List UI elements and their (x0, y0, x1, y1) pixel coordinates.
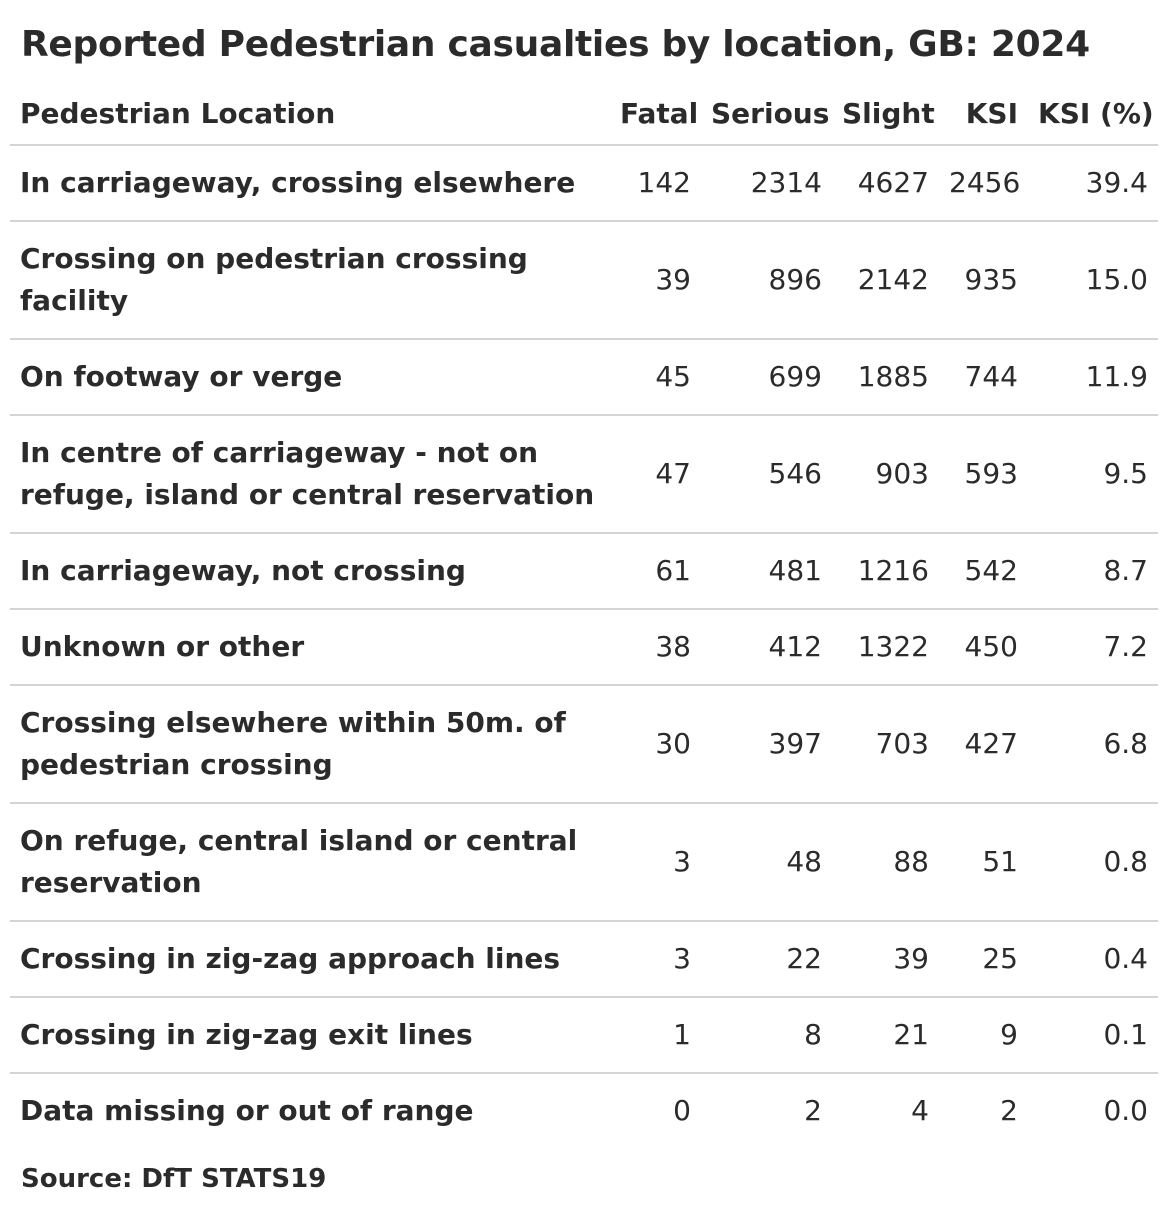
table-row: Data missing or out of range 0 2 4 2 0.0 (10, 1073, 1158, 1148)
cell-ksi-pct: 0.0 (1103, 1094, 1148, 1127)
column-header-ksi-pct: KSI (%) (1028, 82, 1158, 146)
cell-location: In centre of carriageway - not on refuge… (10, 415, 610, 534)
cell-ksi: 542 (939, 533, 1028, 610)
cell-ksi-pct: 0.8 (1028, 803, 1158, 922)
cell-ksi: 450 (939, 609, 1028, 686)
cell-serious: 48 (701, 803, 832, 922)
table-row: Crossing elsewhere within 50m. of pedest… (10, 685, 1158, 804)
cell-ksi-pct: 8.7 (1028, 533, 1158, 610)
cell-serious: 896 (701, 221, 832, 340)
cell-ksi-pct: 11.9 (1028, 339, 1158, 416)
cell-slight: 88 (832, 803, 939, 922)
cell-location: Crossing on pedestrian crossing facility (10, 221, 610, 340)
cell-slight: 1322 (832, 609, 939, 686)
column-header-fatal: Fatal (610, 82, 701, 146)
cell-ksi: 935 (939, 221, 1028, 340)
table-row: In carriageway, crossing elsewhere 142 2… (10, 145, 1158, 222)
cell-location: In carriageway, not crossing (10, 533, 610, 610)
cell-slight: 39 (832, 921, 939, 998)
cell-fatal: 38 (610, 609, 701, 686)
cell-slight: 21 (832, 997, 939, 1074)
source-note: Source: DfT STATS19 (21, 1164, 327, 1194)
cell-ksi: 9 (939, 997, 1028, 1074)
cell-serious: 699 (701, 339, 832, 416)
cell-fatal: 45 (610, 339, 701, 416)
cell-slight: 4 (911, 1094, 929, 1127)
cell-location: In carriageway, crossing elsewhere (10, 145, 610, 222)
cell-serious: 397 (701, 685, 832, 804)
cell-ksi-pct: 7.2 (1028, 609, 1158, 686)
cell-serious: 412 (701, 609, 832, 686)
cell-ksi: 25 (939, 921, 1028, 998)
cell-location: Crossing in zig-zag approach lines (10, 921, 610, 998)
header-row: Pedestrian Location Fatal Serious Slight… (10, 82, 1158, 146)
cell-slight: 2142 (832, 221, 939, 340)
cell-ksi-pct: 9.5 (1028, 415, 1158, 534)
cell-fatal: 30 (610, 685, 701, 804)
cell-fatal: 1 (610, 997, 701, 1074)
table-row: Crossing in zig-zag approach lines 3 22 … (10, 921, 1158, 998)
cell-ksi-pct: 0.4 (1028, 921, 1158, 998)
cell-ksi-pct: 39.4 (1028, 145, 1158, 222)
cell-location: Crossing in zig-zag exit lines (10, 997, 610, 1074)
column-header-serious: Serious (701, 82, 832, 146)
table-row: On refuge, central island or central res… (10, 803, 1158, 922)
cell-ksi-pct: 0.1 (1028, 997, 1158, 1074)
cell-serious: 546 (701, 415, 832, 534)
cell-serious: 2314 (701, 145, 832, 222)
cell-location: Unknown or other (10, 609, 610, 686)
cell-slight: 1885 (832, 339, 939, 416)
cell-serious: 481 (701, 533, 832, 610)
cell-serious: 2 (804, 1094, 822, 1127)
cell-fatal: 0 (673, 1094, 691, 1127)
cell-fatal: 3 (610, 921, 701, 998)
cell-ksi-pct: 15.0 (1028, 221, 1158, 340)
cell-serious: 22 (701, 921, 832, 998)
cell-ksi: 2 (1000, 1094, 1018, 1127)
cell-location: On footway or verge (10, 339, 610, 416)
cell-slight: 703 (832, 685, 939, 804)
table-row: On footway or verge 45 699 1885 744 11.9 (10, 339, 1158, 416)
cell-ksi: 593 (939, 415, 1028, 534)
table-row: Crossing on pedestrian crossing facility… (10, 221, 1158, 340)
cell-location: Data missing or out of range (20, 1094, 474, 1127)
column-header-ksi: KSI (939, 82, 1028, 146)
cell-slight: 1216 (832, 533, 939, 610)
table-row: Unknown or other 38 412 1322 450 7.2 (10, 609, 1158, 686)
table-row: Crossing in zig-zag exit lines 1 8 21 9 … (10, 997, 1158, 1074)
cell-ksi: 2456 (939, 145, 1028, 222)
column-header-location: Pedestrian Location (10, 82, 610, 146)
cell-slight: 903 (832, 415, 939, 534)
cell-fatal: 61 (610, 533, 701, 610)
cell-serious: 8 (701, 997, 832, 1074)
cell-fatal: 39 (610, 221, 701, 340)
cell-ksi-pct: 6.8 (1028, 685, 1158, 804)
table-row: In centre of carriageway - not on refuge… (10, 415, 1158, 534)
cell-fatal: 3 (610, 803, 701, 922)
pedestrian-casualties-table: Pedestrian Location Fatal Serious Slight… (10, 82, 1158, 1148)
cell-fatal: 47 (610, 415, 701, 534)
cell-location: On refuge, central island or central res… (10, 803, 610, 922)
cell-ksi: 744 (939, 339, 1028, 416)
cell-ksi: 51 (939, 803, 1028, 922)
cell-slight: 4627 (832, 145, 939, 222)
column-header-slight: Slight (832, 82, 939, 146)
cell-location: Crossing elsewhere within 50m. of pedest… (10, 685, 610, 804)
cell-fatal: 142 (610, 145, 701, 222)
cell-ksi: 427 (939, 685, 1028, 804)
table-row: In carriageway, not crossing 61 481 1216… (10, 533, 1158, 610)
table-title: Reported Pedestrian casualties by locati… (21, 24, 1090, 65)
